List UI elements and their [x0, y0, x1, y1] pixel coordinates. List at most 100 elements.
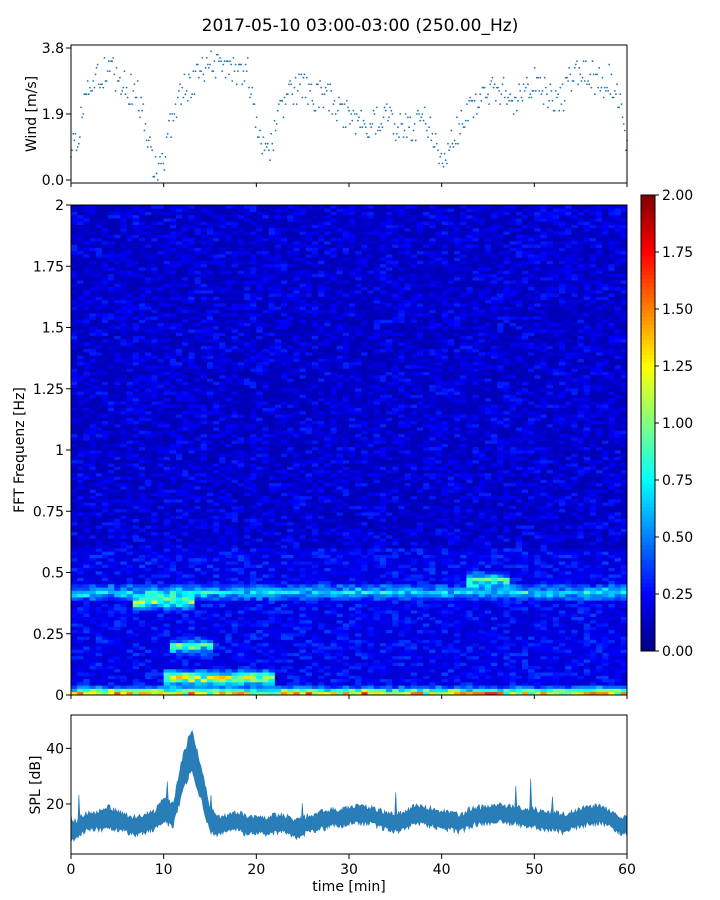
spectrogram-cell — [225, 505, 233, 510]
spectrogram-cell — [243, 436, 251, 441]
spectrogram-cell — [157, 378, 165, 382]
spectrogram-cell — [163, 240, 171, 245]
spectrogram-cell — [77, 286, 84, 291]
spectrogram-cell — [151, 299, 158, 304]
spectrogram-cell — [243, 508, 251, 513]
spectrogram-cell — [89, 642, 97, 647]
spectrogram-cell — [157, 577, 165, 582]
spectrogram-cell — [77, 218, 84, 222]
spectrogram-cell — [71, 512, 78, 516]
spectrogram-cell — [243, 515, 251, 519]
spectrogram-cell — [83, 606, 90, 611]
spectrogram-cell — [89, 554, 97, 559]
spectrogram-cell — [194, 384, 202, 389]
spectrogram-cell — [176, 659, 183, 663]
spectrogram-cell — [200, 227, 208, 232]
spectrogram-cell — [157, 322, 165, 327]
spectrogram-cell — [188, 205, 195, 209]
spectrogram-cell — [176, 404, 183, 408]
wind-point — [112, 57, 115, 59]
spectrogram-cell — [71, 544, 78, 549]
spectrogram-cell — [213, 538, 220, 542]
spectrogram-cell — [157, 665, 165, 670]
wind-point — [413, 123, 416, 125]
spectrogram-cell — [138, 263, 146, 268]
spectrogram-cell — [101, 289, 109, 294]
spectrogram-cell — [151, 306, 158, 310]
spectrogram-cell — [169, 619, 177, 624]
spectrogram-cell — [237, 237, 245, 242]
spectrogram-cell — [219, 636, 226, 640]
spectrogram-cell — [77, 508, 84, 513]
spectrogram-cell — [108, 476, 115, 480]
spectrogram-cell — [114, 368, 121, 372]
spectrogram-cell — [225, 463, 233, 467]
spectrogram-cell — [95, 322, 103, 327]
spectrogram-cell — [163, 629, 171, 634]
spectrogram-cell — [176, 603, 183, 608]
spectrogram-cell — [163, 325, 171, 330]
spectrogram-cell — [225, 446, 233, 451]
spectrogram-cell — [108, 401, 115, 405]
spectrogram-cell — [77, 280, 84, 284]
spectrogram-cell — [77, 606, 84, 611]
wind-point — [615, 93, 617, 96]
wind-point — [350, 113, 353, 115]
spectrogram-cell — [237, 433, 245, 438]
spectrogram-cell — [213, 489, 220, 493]
spectrogram-cell — [114, 283, 121, 288]
spectrogram-cell — [114, 466, 121, 470]
wind-point — [433, 146, 436, 148]
spectrogram-cell — [83, 417, 90, 421]
spectrogram-cell — [145, 306, 152, 310]
spectrogram-cell — [194, 361, 202, 366]
spectrogram-cell — [126, 335, 134, 340]
spectrogram-cell — [219, 231, 226, 235]
spectrogram-cell — [151, 570, 158, 575]
spectrogram-cell — [250, 368, 257, 372]
spectrogram-cell — [225, 482, 233, 487]
spectrogram-cell — [126, 208, 134, 212]
spectrogram-cell — [231, 649, 239, 653]
wind-point — [573, 66, 576, 69]
spectrogram-cell — [151, 286, 158, 291]
spectrogram-cell — [213, 306, 220, 310]
spectrogram-cell — [157, 335, 165, 340]
spectrogram-cell — [95, 544, 103, 549]
spectrogram-cell — [126, 554, 134, 559]
spectrogram-cell — [176, 570, 183, 575]
spectrogram-cell — [108, 613, 115, 617]
spectrogram-cell — [237, 332, 245, 337]
spectrogram-cell — [206, 678, 214, 683]
spectrogram-cell — [231, 407, 239, 412]
spectrogram-cell — [225, 250, 233, 255]
spectrogram-cell — [194, 534, 202, 539]
spectrogram-cell — [138, 459, 146, 464]
spectrogram-cell — [132, 410, 140, 415]
spectrogram-cell — [176, 567, 183, 572]
spectrogram-cell — [95, 355, 103, 359]
spectrogram-cell — [182, 590, 189, 595]
spectrogram-cell — [71, 427, 78, 431]
spectrogram-cell — [101, 525, 109, 529]
spectrogram-cell — [108, 525, 115, 529]
spectrogram-cell — [151, 469, 158, 474]
spectrogram-cell — [250, 531, 257, 536]
spectrogram-cell — [206, 338, 214, 343]
spectrogram-cell — [250, 678, 257, 683]
spectrogram-cell — [151, 554, 158, 559]
spectrogram-cell — [151, 597, 158, 601]
spectrogram-cell — [176, 240, 183, 245]
spectrogram-cell — [151, 593, 158, 598]
spectrogram-cell — [163, 355, 171, 359]
spectrogram-cell — [83, 361, 90, 366]
spectrogram-cell — [200, 485, 208, 490]
spectrogram-cell — [89, 623, 97, 627]
spectrogram-cell — [108, 410, 115, 415]
spectrogram-cell — [89, 407, 97, 412]
spectrogram-cell — [213, 401, 220, 405]
spectrogram-cell — [108, 208, 115, 212]
spectrogram-cell — [163, 463, 171, 467]
spectrogram-cell — [101, 250, 109, 255]
spectrogram-cell — [231, 342, 239, 346]
